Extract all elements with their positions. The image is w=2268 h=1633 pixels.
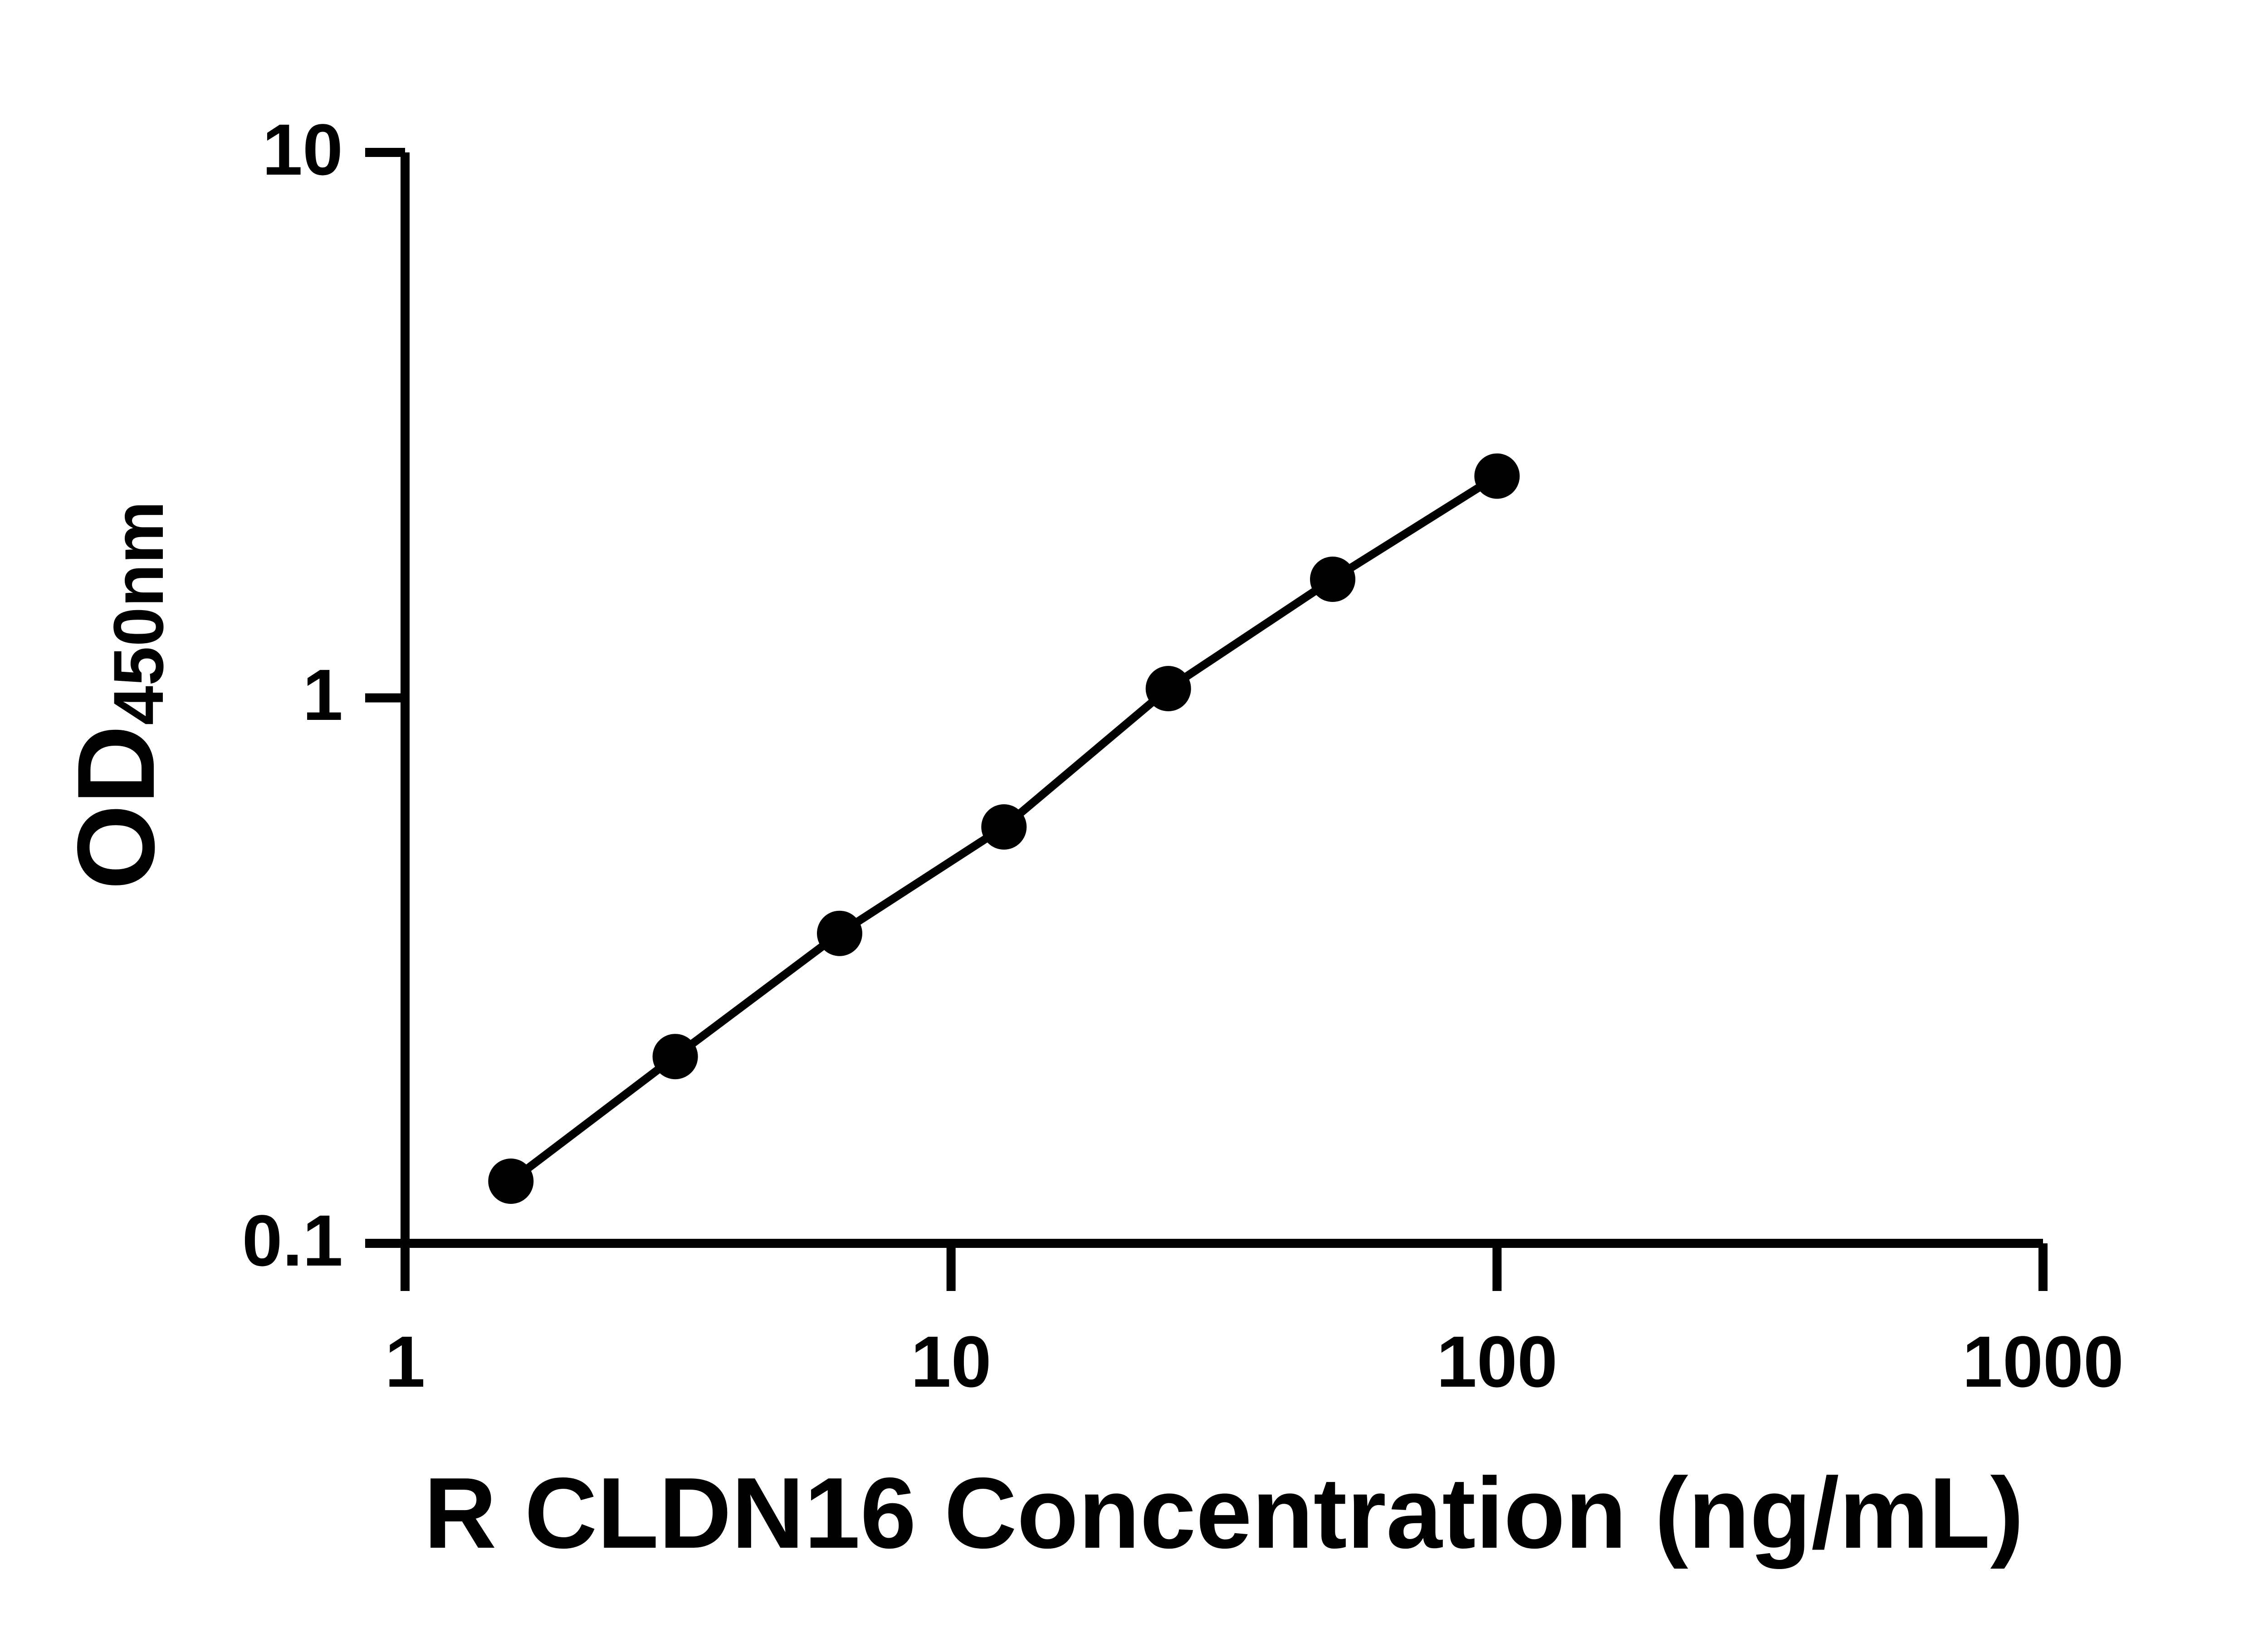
svg-text:10: 10 (262, 109, 343, 190)
svg-text:1000: 1000 (1962, 1321, 2124, 1402)
svg-text:1: 1 (303, 654, 343, 735)
svg-text:R CLDN16 Concentration (ng/mL): R CLDN16 Concentration (ng/mL) (424, 1457, 2024, 1569)
svg-text:100: 100 (1437, 1321, 1558, 1402)
svg-text:10: 10 (911, 1321, 992, 1402)
svg-text:1: 1 (385, 1321, 425, 1402)
svg-text:0.1: 0.1 (242, 1200, 343, 1281)
